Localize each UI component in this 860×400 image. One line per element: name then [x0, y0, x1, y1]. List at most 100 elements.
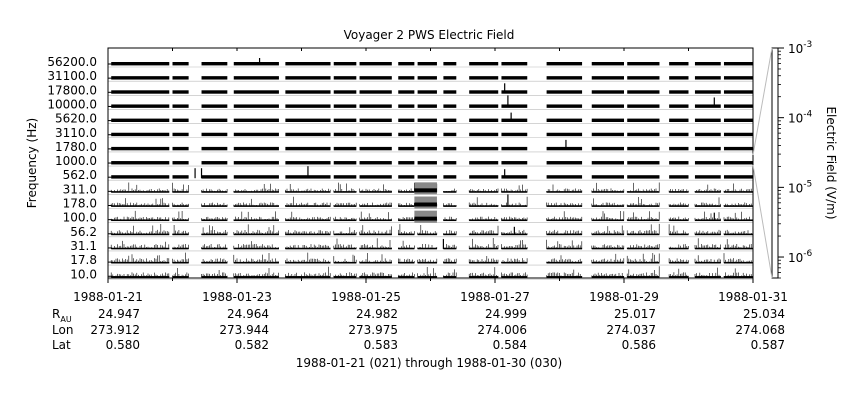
noise-trace	[468, 225, 499, 235]
data-segment	[285, 118, 331, 122]
colorbar-tick-exponent: -5	[803, 179, 812, 189]
data-segment	[694, 90, 721, 94]
noise-trace	[333, 254, 357, 264]
noise-trace	[591, 198, 625, 207]
ephemeris-value: 24.999	[485, 307, 527, 321]
data-segment	[333, 161, 357, 165]
noise-trace	[626, 182, 660, 193]
frequency-rows	[108, 58, 754, 280]
ephemeris-value: 0.583	[364, 338, 398, 352]
noise-trace	[591, 272, 625, 278]
data-segment	[469, 62, 499, 66]
data-segment	[627, 76, 660, 80]
data-segment	[627, 161, 660, 165]
noise-trace	[546, 239, 583, 249]
data-segment	[723, 161, 753, 165]
data-segment	[111, 76, 170, 80]
data-segment	[233, 161, 279, 165]
noise-trace	[591, 244, 625, 249]
data-segment	[172, 146, 189, 151]
noise-trace	[443, 258, 457, 264]
frequency-tick-label: 562.0	[63, 168, 97, 182]
data-segment	[398, 104, 415, 108]
data-segment	[443, 175, 457, 179]
frequency-tick-label: 178.0	[63, 197, 97, 211]
data-segment	[469, 76, 499, 80]
noise-trace	[333, 182, 357, 193]
data-segment	[333, 146, 357, 151]
data-segment	[201, 90, 228, 94]
data-segment	[233, 175, 279, 179]
x-axis-label: 1988-01-21 (021) through 1988-01-30 (030…	[296, 356, 562, 370]
noise-trace	[443, 269, 457, 278]
noise-trace	[285, 266, 331, 278]
data-segment	[111, 132, 170, 137]
ephemeris-row-label: Lon	[52, 323, 73, 337]
data-segment	[285, 161, 331, 165]
data-segment	[111, 161, 170, 165]
data-segment	[669, 146, 689, 151]
data-segment	[546, 118, 583, 122]
data-segment	[591, 104, 624, 108]
noise-trace	[398, 182, 415, 193]
data-segment	[201, 76, 228, 80]
frequency-axis: 56200.031100.017800.010000.05620.03110.0…	[47, 55, 112, 281]
ephemeris-value: 24.947	[98, 307, 140, 321]
data-segment	[233, 146, 279, 151]
noise-trace	[668, 268, 689, 278]
ephemeris-value: 25.017	[614, 307, 656, 321]
data-segment	[333, 104, 357, 108]
data-segment	[669, 90, 689, 94]
date-tick-label: 1988-01-31	[718, 290, 788, 304]
data-segment	[417, 146, 437, 151]
data-segment	[443, 132, 457, 137]
noise-trace	[626, 197, 660, 207]
time-axis: 1988-01-21 1988-01-23 1988-01-25 1988-01-27…	[73, 48, 788, 304]
data-segment	[111, 118, 170, 122]
data-segment	[398, 146, 415, 151]
noise-trace	[201, 188, 228, 193]
data-segment	[591, 76, 624, 80]
frequency-row	[108, 118, 753, 124]
noise-trace	[233, 224, 279, 235]
noise-trace	[398, 217, 415, 221]
colorbar-tick-base: 10	[788, 251, 803, 265]
data-segment	[669, 104, 689, 108]
frequency-tick-label: 3110.0	[55, 126, 97, 140]
date-tick-label: 1988-01-27	[460, 290, 530, 304]
data-segment	[417, 118, 437, 122]
noise-trace	[285, 230, 331, 235]
data-segment	[359, 118, 392, 122]
data-segment	[469, 104, 499, 108]
data-segment	[694, 161, 721, 165]
data-segment	[398, 118, 415, 122]
data-segment	[285, 104, 331, 108]
noise-trace	[443, 203, 457, 207]
noise-trace	[501, 239, 528, 249]
ephemeris-value: 24.982	[356, 307, 398, 321]
data-segment	[111, 90, 170, 94]
noise-trace	[591, 210, 625, 221]
data-segment	[333, 76, 357, 80]
frequency-tick-label: 311.0	[63, 182, 97, 196]
frequency-row	[108, 266, 754, 280]
data-segment	[285, 62, 331, 66]
frequency-row	[108, 90, 753, 96]
data-segment	[359, 90, 392, 94]
data-segment	[333, 62, 357, 66]
noise-trace	[417, 266, 438, 278]
data-segment	[285, 76, 331, 80]
frequency-row	[108, 175, 753, 181]
ephemeris-value: 0.586	[622, 338, 656, 352]
data-segment	[359, 132, 392, 137]
burst-core	[414, 216, 437, 221]
data-segment	[723, 62, 753, 66]
noise-trace	[172, 267, 189, 278]
data-segment	[398, 62, 415, 66]
noise-trace	[398, 258, 415, 264]
data-segment	[469, 118, 499, 122]
noise-trace	[172, 210, 189, 221]
data-segment	[591, 132, 624, 137]
noise-trace	[201, 216, 228, 221]
data-segment	[591, 90, 624, 94]
